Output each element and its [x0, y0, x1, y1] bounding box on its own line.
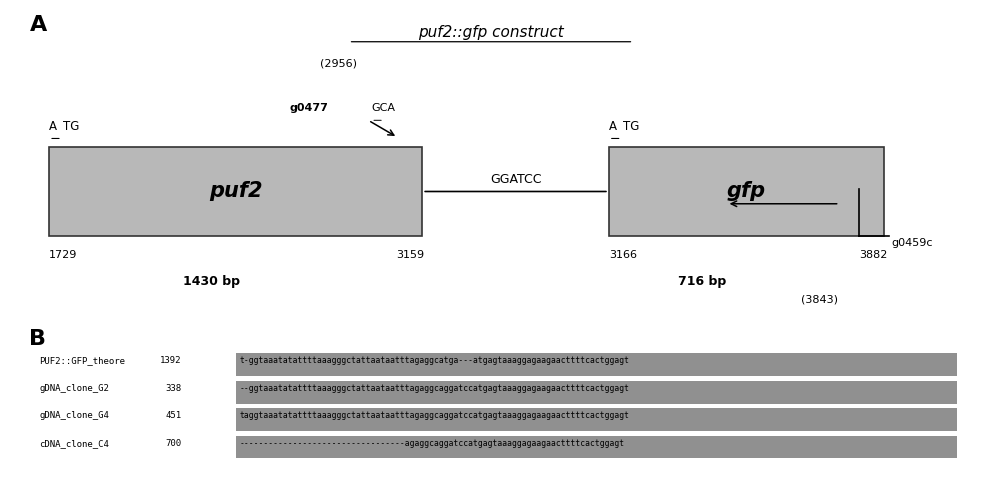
- Text: cDNA_clone_C4: cDNA_clone_C4: [39, 439, 109, 448]
- Bar: [49, 147, 422, 236]
- Bar: [236, 436, 957, 459]
- Text: gfp: gfp: [727, 182, 766, 201]
- Text: GGATCC: GGATCC: [490, 173, 541, 186]
- Text: A: A: [49, 120, 57, 133]
- Text: (2956): (2956): [320, 59, 357, 69]
- Text: 700: 700: [166, 439, 182, 448]
- Text: PUF2::GFP_theore: PUF2::GFP_theore: [39, 356, 126, 365]
- Text: 1729: 1729: [49, 250, 78, 260]
- Text: --ggtaaatatattttaaagggctattaataatttagaggcaggatccatgagtaaaggagaagaacttttcactggagt: --ggtaaatatattttaaagggctattaataatttagagg…: [240, 384, 629, 393]
- Text: puf2: puf2: [209, 182, 262, 201]
- Text: 716 bp: 716 bp: [678, 275, 727, 288]
- Text: 3166: 3166: [609, 250, 637, 260]
- Text: gDNA_clone_G2: gDNA_clone_G2: [39, 384, 109, 393]
- Text: gDNA_clone_G4: gDNA_clone_G4: [39, 411, 109, 420]
- Text: g0477: g0477: [290, 103, 329, 113]
- Text: A: A: [609, 120, 617, 133]
- Bar: [236, 381, 957, 404]
- Text: 451: 451: [166, 411, 182, 420]
- Text: 3159: 3159: [396, 250, 424, 260]
- Text: A: A: [29, 15, 47, 35]
- Bar: [609, 147, 884, 236]
- Text: taggtaaatatattttaaagggctattaataatttagaggcaggatccatgagtaaaggagaagaacttttcactggagt: taggtaaatatattttaaagggctattaataatttagagg…: [240, 411, 629, 420]
- Text: GCA: GCA: [371, 103, 395, 113]
- Text: ----------------------------------agaggcaggatccatgagtaaaggagaagaacttttcactggagt: ----------------------------------agaggc…: [240, 439, 625, 448]
- Text: t-ggtaaatatattttaaagggctattaataatttagaggcatga---atgagtaaaggagaagaacttttcactggagt: t-ggtaaatatattttaaagggctattaataatttagagg…: [240, 356, 629, 365]
- Text: 338: 338: [166, 384, 182, 393]
- Bar: [236, 354, 957, 376]
- Text: 1430 bp: 1430 bp: [183, 275, 240, 288]
- Text: TG: TG: [623, 120, 639, 133]
- Text: puf2::gfp construct: puf2::gfp construct: [418, 25, 564, 40]
- Text: TG: TG: [63, 120, 80, 133]
- Text: B: B: [29, 329, 46, 349]
- Text: g0459c: g0459c: [892, 238, 933, 248]
- Bar: [236, 409, 957, 431]
- Text: (3843): (3843): [801, 295, 839, 304]
- Text: 3882: 3882: [859, 250, 888, 260]
- Text: 1392: 1392: [160, 356, 182, 365]
